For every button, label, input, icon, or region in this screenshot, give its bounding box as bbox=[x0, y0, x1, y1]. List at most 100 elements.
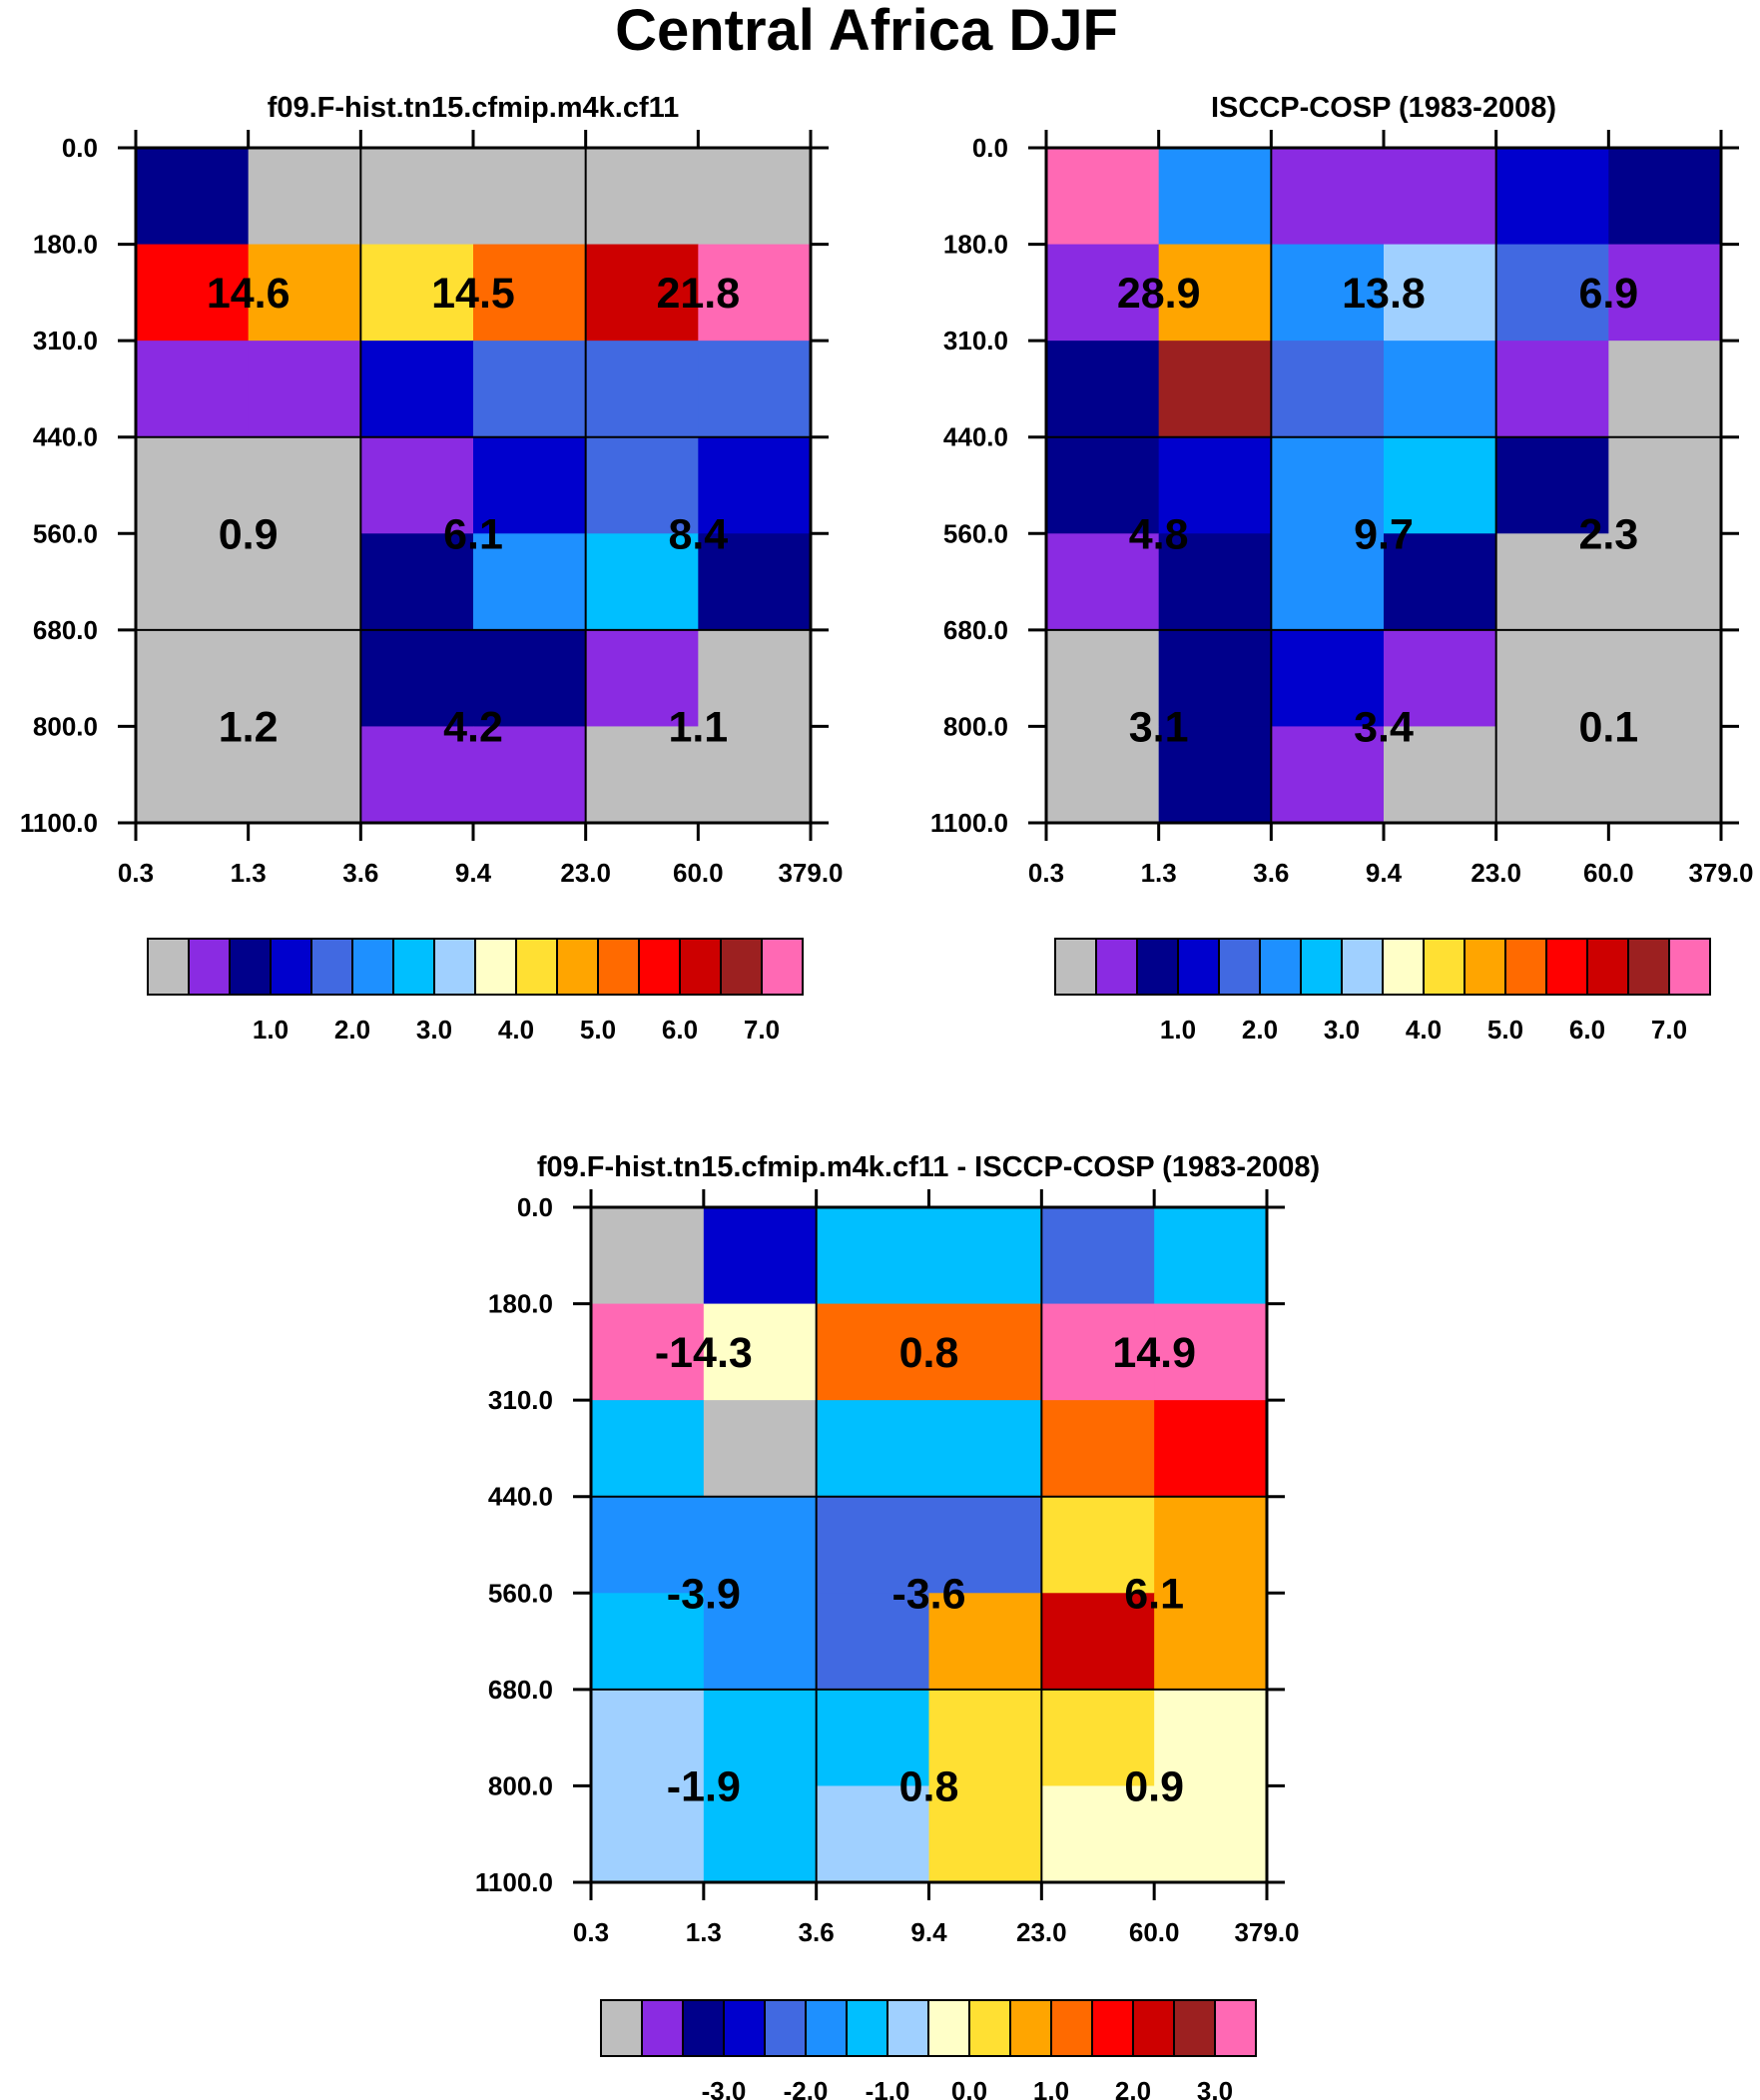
heatmap-cell bbox=[703, 1785, 818, 1883]
heatmap-cell bbox=[136, 436, 250, 534]
heatmap-cell bbox=[248, 629, 361, 728]
heatmap-cell bbox=[591, 1496, 705, 1594]
colorbar-label: 1.0 bbox=[1033, 2076, 1069, 2100]
x-tick-label: 3.6 bbox=[1253, 858, 1289, 888]
heatmap-cell bbox=[1041, 1303, 1155, 1401]
y-tick-label: 0.0 bbox=[972, 133, 1008, 163]
heatmap-cell bbox=[928, 1303, 1042, 1401]
heatmap-cell bbox=[928, 1785, 1042, 1883]
cell-value-label: 8.4 bbox=[668, 510, 728, 558]
heatmap-cell bbox=[928, 1593, 1042, 1691]
heatmap-cell bbox=[585, 533, 699, 631]
cell-value-label: -3.6 bbox=[891, 1570, 965, 1618]
colorbar-label: 2.0 bbox=[334, 1015, 370, 1045]
panel-title: f09.F-hist.tn15.cfmip.m4k.cf11 - ISCCP-C… bbox=[537, 1151, 1320, 1183]
colorbar-label: -3.0 bbox=[702, 2076, 747, 2100]
y-tick-label: 440.0 bbox=[488, 1482, 553, 1512]
colorbar-label: 0.0 bbox=[951, 2076, 987, 2100]
heatmap-cell bbox=[1608, 533, 1722, 631]
heatmap-cell bbox=[1154, 1689, 1268, 1787]
y-tick-label: 680.0 bbox=[943, 615, 1008, 645]
y-tick-label: 800.0 bbox=[33, 711, 98, 741]
colorbar-box bbox=[310, 938, 353, 996]
heatmap-cell bbox=[1384, 148, 1497, 246]
x-tick-label: 379.0 bbox=[1688, 858, 1753, 888]
x-tick-label: 0.3 bbox=[1028, 858, 1064, 888]
cell-value-label: 0.8 bbox=[899, 1762, 959, 1810]
colorbar-box bbox=[1423, 938, 1466, 996]
heatmap-cell bbox=[591, 1303, 705, 1401]
heatmap-cell bbox=[816, 1400, 930, 1498]
heatmap-cell bbox=[585, 436, 699, 534]
colorbar-label: 6.0 bbox=[1569, 1015, 1605, 1045]
heatmap-cell bbox=[1046, 341, 1160, 438]
colorbar-box bbox=[1091, 1999, 1134, 2057]
heatmap-cell bbox=[248, 436, 361, 534]
cell-value-label: 6.1 bbox=[443, 510, 503, 558]
heatmap-cell bbox=[816, 1303, 930, 1401]
y-tick-label: 180.0 bbox=[488, 1289, 553, 1319]
heatmap-cell bbox=[1158, 629, 1272, 728]
heatmap-cell bbox=[1271, 148, 1385, 246]
heatmap-cell bbox=[1158, 244, 1272, 342]
cell-value-label: 0.9 bbox=[1124, 1762, 1184, 1810]
cell-value-label: -1.9 bbox=[667, 1762, 741, 1810]
heatmap-cell bbox=[928, 1496, 1042, 1594]
heatmap-cell bbox=[1041, 1785, 1155, 1883]
heatmap-cell bbox=[816, 1207, 930, 1305]
heatmap-cell bbox=[1158, 533, 1272, 631]
heatmap-cell bbox=[698, 436, 812, 534]
colorbar-box bbox=[270, 938, 312, 996]
colorbar-label: 6.0 bbox=[662, 1015, 698, 1045]
y-tick-label: 800.0 bbox=[943, 711, 1008, 741]
colorbar-label: 1.0 bbox=[1160, 1015, 1196, 1045]
heatmap-cell bbox=[1154, 1593, 1268, 1691]
heatmap-cell bbox=[1608, 148, 1722, 246]
heatmap-cell bbox=[1046, 244, 1160, 342]
colorbar-label: 5.0 bbox=[580, 1015, 616, 1045]
colorbar-box bbox=[805, 1999, 848, 2057]
cell-value-label: -3.9 bbox=[667, 1570, 741, 1618]
heatmap-cell bbox=[136, 533, 250, 631]
heatmap-cell bbox=[1046, 436, 1160, 534]
colorbar-box bbox=[1259, 938, 1302, 996]
colorbar-box bbox=[886, 1999, 929, 2057]
panel-title: ISCCP-COSP (1983-2008) bbox=[1211, 92, 1556, 124]
cell-value-label: 6.9 bbox=[1578, 270, 1638, 318]
heatmap-cell bbox=[1608, 629, 1722, 728]
colorbar-label: 3.0 bbox=[1324, 1015, 1360, 1045]
heatmap-cell bbox=[1154, 1496, 1268, 1594]
colorbar-box bbox=[597, 938, 640, 996]
heatmap-cell bbox=[136, 629, 250, 728]
heatmap-cell bbox=[248, 244, 361, 342]
x-tick-label: 9.4 bbox=[1366, 858, 1403, 888]
colorbar-box bbox=[1300, 938, 1343, 996]
y-tick-label: 680.0 bbox=[488, 1675, 553, 1705]
colorbar-box bbox=[761, 938, 804, 996]
x-tick-label: 60.0 bbox=[1129, 1917, 1180, 1947]
colorbar-label: 7.0 bbox=[1651, 1015, 1687, 1045]
heatmap-cell bbox=[1384, 244, 1497, 342]
colorbar-box bbox=[641, 1999, 684, 2057]
heatmap-cell bbox=[1041, 1593, 1155, 1691]
heatmap-cell bbox=[591, 1400, 705, 1498]
colorbar-box bbox=[1136, 938, 1179, 996]
y-tick-label: 0.0 bbox=[62, 133, 98, 163]
colorbar-box bbox=[556, 938, 599, 996]
heatmap-cell bbox=[136, 341, 250, 438]
heatmap-cell bbox=[473, 629, 587, 728]
cell-value-label: 14.5 bbox=[431, 270, 515, 318]
colorbar-box bbox=[1586, 938, 1629, 996]
heatmap-cell bbox=[703, 1689, 818, 1787]
colorbar-box bbox=[1382, 938, 1425, 996]
colorbar-box bbox=[392, 938, 435, 996]
colorbar-box bbox=[1177, 938, 1220, 996]
heatmap-cell bbox=[698, 533, 812, 631]
x-tick-label: 0.3 bbox=[573, 1917, 609, 1947]
cell-value-label: 0.1 bbox=[1578, 703, 1638, 751]
y-tick-label: 310.0 bbox=[488, 1385, 553, 1415]
heatmap-cell bbox=[1046, 533, 1160, 631]
heatmap-cell bbox=[1495, 533, 1609, 631]
colorbar-label: 2.0 bbox=[1115, 2076, 1151, 2100]
colorbar-label: 5.0 bbox=[1487, 1015, 1523, 1045]
